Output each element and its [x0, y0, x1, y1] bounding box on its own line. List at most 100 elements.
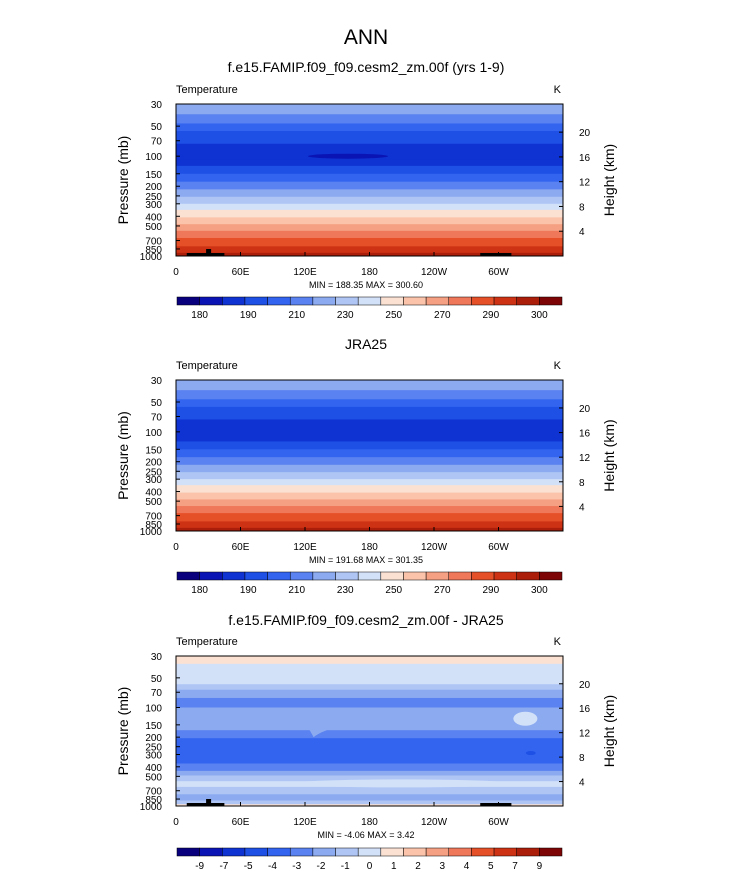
- y-axis-title: Pressure (mb): [115, 687, 131, 776]
- y-tick-label: 400: [145, 212, 162, 223]
- colorbar-box: [267, 847, 291, 857]
- colorbar-box: [403, 847, 427, 857]
- colorbar-box: [425, 571, 450, 581]
- y-tick-label: 850: [145, 520, 162, 531]
- height-tick-label: 16: [579, 429, 591, 440]
- y-tick-label: 1000: [140, 252, 163, 263]
- contour-band: [176, 730, 563, 739]
- colorbar-box: [493, 847, 517, 857]
- colorbar-label: 9: [537, 861, 543, 872]
- x-tick-label: 60E: [232, 267, 250, 278]
- contour-band: [176, 196, 563, 205]
- x-tick-label: 60E: [232, 542, 250, 553]
- colorbar-label: 290: [482, 310, 499, 321]
- contour-band: [176, 479, 563, 486]
- y-tick-label: 400: [145, 488, 162, 499]
- contour-band: [176, 775, 563, 782]
- colorbar-box: [199, 571, 223, 581]
- colorbar-label: 300: [531, 585, 548, 596]
- topography-mask: [206, 249, 212, 253]
- colorbar-label: 5: [488, 861, 494, 872]
- y-tick-label: 850: [145, 795, 162, 806]
- chart-title: f.e15.FAMIP.f09_f09.cesm2_zm.00f (yrs 1-…: [228, 59, 505, 75]
- colorbar-box: [357, 296, 382, 306]
- colorbar-box: [312, 847, 336, 857]
- colorbar-label: 0: [367, 861, 373, 872]
- colorbar-label: 190: [240, 585, 257, 596]
- colorbar-label: 2: [415, 861, 421, 872]
- colorbar-box: [222, 296, 246, 306]
- contour-feature: [308, 153, 388, 159]
- contour-band: [176, 663, 563, 685]
- y-tick-label: 70: [151, 688, 163, 699]
- colorbar-box: [176, 571, 200, 581]
- colorbar-box: [471, 296, 495, 306]
- contour-feature: [291, 779, 512, 788]
- colorbar-box: [425, 296, 450, 306]
- contour-band: [176, 689, 563, 699]
- contour-band: [176, 464, 563, 473]
- height-tick-label: 8: [579, 202, 585, 213]
- y2-axis-title: Height (km): [601, 419, 617, 491]
- colorbar-box: [244, 296, 268, 306]
- contour-band: [176, 203, 563, 211]
- colorbar-box: [380, 847, 404, 857]
- contour-band: [176, 114, 563, 124]
- colorbar-label: 3: [440, 861, 446, 872]
- colorbar-label: 270: [434, 310, 451, 321]
- contour-band: [176, 472, 563, 480]
- colorbar-box: [403, 571, 427, 581]
- topography-mask: [186, 253, 225, 256]
- contour-band: [176, 492, 563, 500]
- colorbar-label: -4: [268, 861, 277, 872]
- contour-band: [176, 656, 563, 665]
- colorbar-label: -7: [219, 861, 228, 872]
- contour-band: [176, 499, 563, 507]
- height-tick-label: 16: [579, 704, 591, 715]
- x-tick-label: 120W: [421, 817, 448, 828]
- min-max-stats: MIN = 188.35 MAX = 300.60: [309, 280, 423, 290]
- colorbar-box: [222, 847, 246, 857]
- topography-mask: [480, 803, 512, 806]
- y-tick-label: 500: [145, 222, 162, 233]
- contour-band: [176, 181, 563, 190]
- colorbar-label: -9: [195, 861, 204, 872]
- contour-band: [176, 209, 563, 218]
- contour-band: [176, 449, 563, 458]
- contour-band: [176, 104, 563, 115]
- x-tick-label: 120E: [293, 817, 317, 828]
- x-tick-label: 180: [361, 542, 378, 553]
- colorbar-label: 210: [288, 585, 305, 596]
- colorbar-box: [380, 571, 404, 581]
- y-axis-title: Pressure (mb): [115, 411, 131, 500]
- colorbar-box: [335, 296, 359, 306]
- height-tick-label: 8: [579, 753, 585, 764]
- colorbar-label: -2: [317, 861, 326, 872]
- units-label: K: [554, 360, 562, 372]
- x-tick-label: 60W: [488, 817, 509, 828]
- contour-band: [176, 406, 563, 420]
- x-tick-label: 60W: [488, 267, 509, 278]
- y-tick-label: 850: [145, 245, 162, 256]
- height-tick-label: 16: [579, 153, 591, 164]
- x-tick-label: 0: [173, 542, 179, 553]
- topography-mask: [186, 803, 225, 806]
- colorbar-box: [267, 296, 291, 306]
- y-tick-label: 300: [145, 200, 162, 211]
- colorbar-label: 210: [288, 310, 305, 321]
- height-tick-label: 20: [579, 128, 591, 139]
- contour-band: [176, 189, 563, 198]
- y-axis-title: Pressure (mb): [115, 136, 131, 225]
- contour-band: [176, 419, 563, 442]
- contour-band: [176, 131, 563, 145]
- units-label: K: [554, 84, 562, 96]
- colorbar-label: -5: [244, 861, 253, 872]
- contour-band: [176, 441, 563, 450]
- y-tick-label: 70: [151, 412, 163, 423]
- colorbar-label: 180: [191, 585, 208, 596]
- colorbar-box: [357, 571, 382, 581]
- contour-band: [176, 513, 563, 522]
- contour-band: [176, 684, 563, 691]
- colorbar-box: [539, 571, 563, 581]
